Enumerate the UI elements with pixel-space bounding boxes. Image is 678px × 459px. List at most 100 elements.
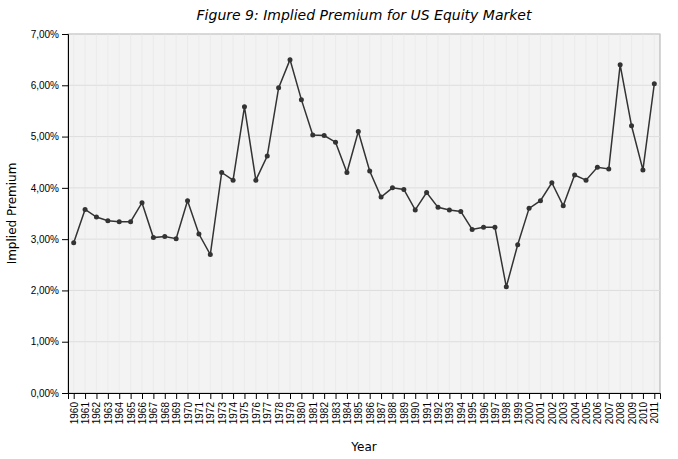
x-tick-mark — [210, 393, 211, 399]
y-axis: 0,00%1,00%2,00%3,00%4,00%5,00%6,00%7,00% — [31, 29, 69, 399]
grid-line-x — [198, 34, 199, 393]
grid-line-x — [631, 34, 632, 393]
grid-line-x — [438, 34, 439, 393]
x-tick: 1979 — [285, 393, 296, 424]
x-tick-mark — [347, 393, 348, 399]
grid-line-x — [301, 34, 302, 393]
x-tick-mark — [529, 393, 530, 399]
point — [128, 219, 133, 224]
x-tick-label: 1976 — [251, 402, 262, 425]
x-tick-mark — [142, 393, 143, 399]
x-tick-mark — [472, 393, 473, 399]
y-tick-mark — [62, 34, 68, 35]
x-tick: 1986 — [365, 393, 376, 424]
grid-line-y — [68, 341, 660, 342]
x-tick-label: 1992 — [433, 402, 444, 425]
point — [242, 104, 247, 109]
x-tick: 1967 — [148, 393, 159, 424]
x-tick-label: 1961 — [80, 402, 91, 425]
x-tick: 1989 — [399, 393, 410, 424]
point — [344, 170, 349, 175]
x-tick: 1969 — [171, 393, 182, 424]
x-tick-mark — [153, 393, 154, 399]
series — [71, 57, 657, 289]
x-tick-label: 2002 — [547, 402, 558, 425]
x-tick-label: 1972 — [205, 402, 216, 425]
x-tick-mark — [233, 393, 234, 399]
point — [401, 187, 406, 192]
point — [162, 234, 167, 239]
grid-line-x — [494, 34, 495, 393]
x-tick-label: 2011 — [649, 402, 660, 424]
x-tick-mark — [575, 393, 576, 399]
x-axis-title: Year — [350, 440, 376, 454]
grid-line-x — [130, 34, 131, 393]
y-tick: 1,00% — [31, 336, 68, 347]
x-tick: 2010 — [638, 393, 649, 424]
grid-line-x — [233, 34, 234, 393]
x-tick-label: 2004 — [570, 402, 581, 425]
grid-line-x — [517, 34, 518, 393]
plot-frame — [68, 34, 660, 393]
x-tick-mark — [392, 393, 393, 399]
x-tick: 1961 — [80, 393, 91, 424]
x-tick-mark — [74, 393, 75, 399]
grid-line-x — [540, 34, 541, 393]
x-tick-label: 1970 — [183, 402, 194, 425]
x-tick: 1973 — [217, 393, 228, 424]
y-tick-mark — [62, 85, 68, 86]
x-tick-label: 1993 — [444, 402, 455, 425]
plot: 1960196119621963196419651966196719681969… — [31, 29, 661, 425]
x-tick: 2007 — [604, 393, 615, 424]
point — [515, 242, 520, 247]
point — [458, 209, 463, 214]
x-tick-mark — [336, 393, 337, 399]
x-tick: 1976 — [251, 393, 262, 424]
grid-line-x — [119, 34, 120, 393]
y-axis-title: Implied Premium — [5, 163, 19, 265]
x-tick: 1970 — [183, 393, 194, 424]
y-tick-mark — [62, 342, 68, 343]
x-tick-mark — [632, 393, 633, 399]
grid-line-x — [574, 34, 575, 393]
x-tick-mark — [199, 393, 200, 399]
point — [436, 205, 441, 210]
x-tick: 2000 — [524, 393, 535, 424]
grid-line-x — [255, 34, 256, 393]
y-tick-label: 4,00% — [31, 183, 59, 194]
x-tick: 1978 — [274, 393, 285, 424]
x-tick-mark — [358, 393, 359, 399]
x-tick: 1972 — [205, 393, 216, 424]
x-tick: 2001 — [535, 393, 546, 424]
grid-line-x — [346, 34, 347, 393]
x-tick: 2008 — [615, 393, 626, 424]
x-tick-label: 1990 — [410, 402, 421, 425]
point — [492, 225, 497, 230]
x-tick-label: 1985 — [353, 402, 364, 425]
x-tick-label: 1977 — [262, 402, 273, 425]
y-tick-label: 7,00% — [31, 29, 59, 40]
grid-line-x — [244, 34, 245, 393]
point — [185, 198, 190, 203]
y-tick-mark — [62, 393, 68, 394]
point — [549, 180, 554, 185]
x-tick: 1975 — [239, 393, 250, 424]
x-tick-mark — [188, 393, 189, 399]
point — [196, 232, 201, 237]
x-tick: 2011 — [649, 393, 660, 424]
x-tick: 1998 — [501, 393, 512, 424]
y-tick-mark — [62, 290, 68, 291]
x-tick-label: 1966 — [137, 402, 148, 425]
grid-line-x — [335, 34, 336, 393]
grid-line-x — [472, 34, 473, 393]
y-tick-label: 5,00% — [31, 131, 59, 142]
x-tick: 1966 — [137, 393, 148, 424]
x-tick-mark — [518, 393, 519, 399]
point — [276, 85, 281, 90]
x-tick-mark — [654, 393, 655, 399]
y-tick-mark — [62, 188, 68, 189]
x-tick-mark — [381, 393, 382, 399]
x-tick-mark — [108, 393, 109, 399]
grid-line-x — [358, 34, 359, 393]
point — [94, 215, 99, 220]
